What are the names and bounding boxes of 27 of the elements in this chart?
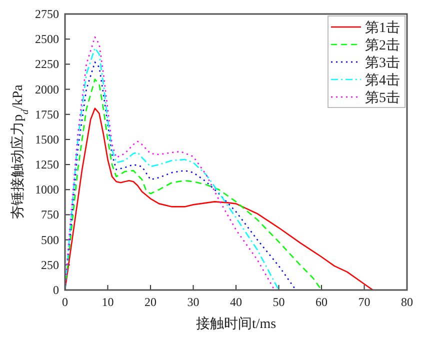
x-tick-label: 50 (272, 295, 285, 309)
legend-label: 第3击 (365, 55, 400, 71)
x-tick-label: 30 (187, 295, 200, 309)
y-tick-label: 1000 (35, 182, 59, 197)
legend-label: 第1击 (365, 20, 400, 36)
legend-label: 第4击 (365, 72, 400, 88)
y-tick-label: 2500 (35, 32, 59, 46)
x-tick-label: 80 (401, 295, 413, 309)
y-tick-label: 0 (53, 283, 59, 297)
y-tick-label: 2000 (35, 82, 59, 96)
y-tick-label: 1250 (35, 158, 59, 172)
legend-label: 第2击 (365, 38, 400, 54)
y-tick-label: 2750 (35, 7, 59, 21)
y-tick-label: 250 (41, 258, 59, 272)
y-tick-label: 2250 (35, 57, 59, 72)
y-tick-label: 750 (41, 208, 59, 222)
y-tick-label: 1500 (35, 132, 59, 146)
y-tick-label: 1750 (35, 107, 59, 122)
x-tick-label: 20 (144, 295, 156, 309)
legend-label: 第5击 (365, 90, 400, 106)
x-tick-label: 60 (316, 295, 328, 309)
x-axis-title: 接触时间t/ms (196, 316, 276, 332)
x-tick-label: 10 (102, 295, 114, 309)
y-tick-label: 500 (41, 232, 59, 247)
x-tick-label: 0 (62, 295, 68, 309)
x-tick-label: 40 (230, 295, 242, 309)
x-tick-label: 70 (358, 295, 370, 309)
